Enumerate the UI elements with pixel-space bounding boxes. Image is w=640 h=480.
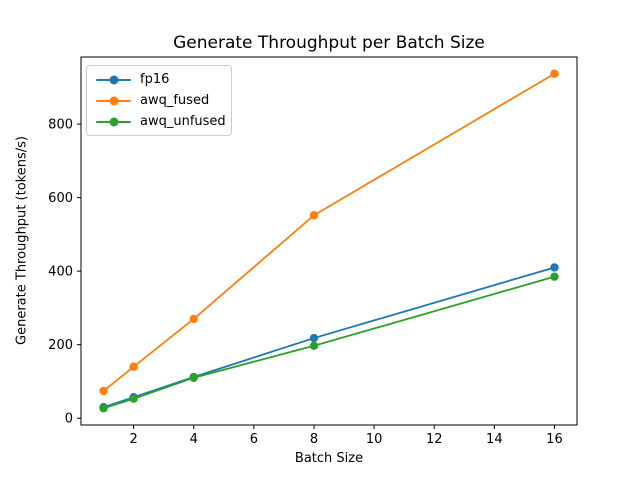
legend-item-awq_unfused: awq_unfused — [87, 111, 231, 132]
series-marker-awq_fused — [309, 211, 319, 220]
series-marker-awq_fused — [189, 314, 198, 324]
series-line-awq_unfused — [103, 275, 555, 410]
series-marker-fp16 — [550, 263, 559, 272]
axes-frame — [80, 56, 578, 426]
x-tick-label: 12 — [426, 432, 443, 447]
legend-line-sample — [96, 96, 131, 105]
legend-item-awq_fused: awq_fused — [87, 90, 231, 111]
series-marker-awq_unfused — [189, 373, 198, 382]
x-tick-label: 16 — [546, 432, 563, 447]
legend-line-sample — [96, 117, 131, 126]
legend-line-sample — [96, 75, 131, 84]
legend: fp16 awq_fused awq_unfused — [86, 65, 232, 136]
x-tick-label: 2 — [129, 432, 137, 447]
legend-label: awq_unfused — [140, 114, 226, 129]
chart-title: Generate Throughput per Batch Size — [173, 33, 485, 53]
series-marker-awq_unfused — [550, 272, 559, 281]
y-tick-label: 800 — [48, 118, 73, 133]
x-tick-label: 8 — [310, 432, 318, 447]
x-axis-label: Batch Size — [294, 451, 364, 466]
x-tick-label: 4 — [190, 432, 198, 447]
series-marker-awq_fused — [129, 362, 138, 371]
legend-marker-icon — [109, 96, 118, 105]
legend-marker-icon — [109, 117, 118, 126]
y-tick-label: 600 — [48, 191, 73, 206]
x-tick-label: 14 — [486, 432, 503, 447]
y-tick-label: 400 — [48, 265, 73, 280]
series-marker-awq_unfused — [129, 394, 138, 403]
legend-item-fp16: fp16 — [87, 69, 231, 90]
legend-label: fp16 — [140, 72, 170, 87]
series-marker-awq_unfused — [309, 341, 319, 350]
series-marker-awq_unfused — [99, 404, 108, 413]
legend-marker-icon — [109, 75, 118, 84]
x-tick-label: 6 — [250, 432, 258, 447]
y-tick-label: 0 — [65, 412, 73, 427]
x-tick-label: 10 — [366, 432, 383, 447]
legend-label: awq_fused — [140, 93, 210, 108]
series-marker-fp16 — [309, 333, 319, 343]
y-tick-label: 200 — [48, 338, 73, 353]
series-marker-awq_fused — [550, 69, 559, 78]
series-marker-awq_fused — [99, 386, 108, 396]
